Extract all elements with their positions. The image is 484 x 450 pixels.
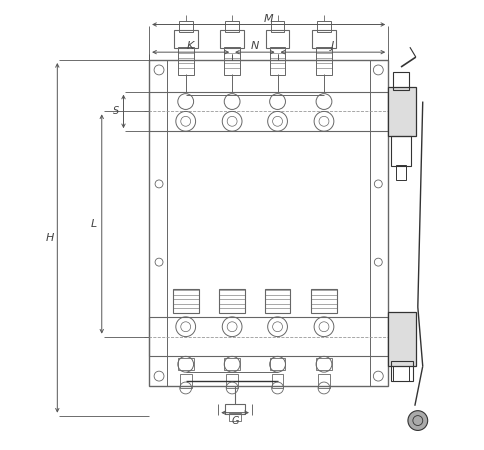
Bar: [269, 358, 285, 370]
Bar: [271, 374, 283, 388]
Bar: [225, 404, 244, 414]
Text: N: N: [250, 41, 258, 51]
Text: J: J: [331, 41, 334, 51]
Circle shape: [407, 411, 427, 431]
Bar: [178, 358, 193, 370]
Bar: [226, 374, 238, 388]
Bar: [316, 47, 331, 75]
Bar: [149, 317, 387, 356]
Bar: [178, 47, 193, 75]
Bar: [270, 21, 284, 32]
Text: S: S: [112, 106, 119, 117]
Bar: [317, 21, 330, 32]
Bar: [264, 289, 290, 313]
Bar: [390, 361, 412, 381]
Bar: [225, 21, 239, 32]
Bar: [390, 136, 410, 166]
Bar: [316, 358, 331, 370]
Bar: [387, 312, 415, 366]
Bar: [229, 413, 241, 421]
Bar: [395, 165, 405, 180]
Bar: [179, 21, 192, 32]
Text: L: L: [91, 219, 97, 229]
Bar: [220, 31, 243, 48]
Bar: [149, 92, 387, 131]
Bar: [172, 289, 198, 313]
Bar: [149, 60, 387, 386]
Text: K: K: [187, 41, 194, 51]
Text: H: H: [45, 233, 54, 243]
Bar: [224, 358, 240, 370]
Bar: [318, 374, 329, 388]
Bar: [224, 47, 240, 75]
Bar: [312, 31, 335, 48]
Bar: [387, 87, 415, 136]
Bar: [180, 374, 191, 388]
Bar: [393, 366, 408, 381]
Bar: [219, 289, 244, 313]
Bar: [173, 31, 197, 48]
Bar: [393, 72, 408, 90]
Bar: [311, 289, 336, 313]
Text: G: G: [231, 415, 238, 426]
Text: M: M: [263, 14, 273, 23]
Bar: [269, 47, 285, 75]
Bar: [265, 31, 289, 48]
